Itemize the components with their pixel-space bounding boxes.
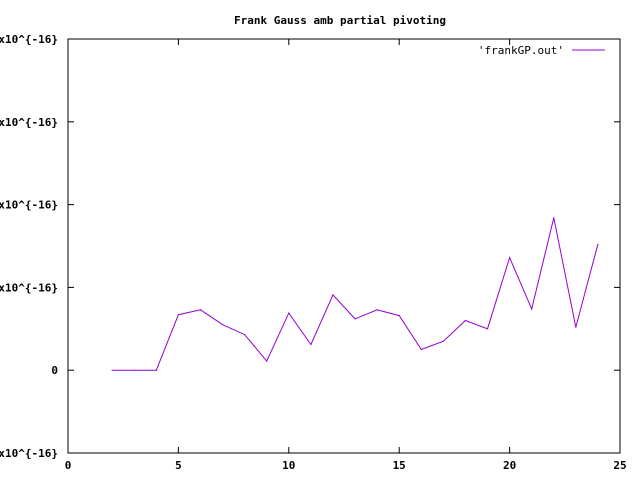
data-point bbox=[464, 319, 467, 322]
data-point bbox=[177, 314, 179, 316]
y-tick-label: x10^{-16} bbox=[0, 116, 58, 129]
data-point bbox=[244, 333, 246, 336]
x-tick-label: 20 bbox=[503, 459, 516, 472]
y-axis: x10^{-16} 0 x10^{-16} x10^{-16} x10^{-16} x10… bbox=[0, 33, 620, 460]
chart-title: Frank Gauss amb partial pivoting bbox=[234, 14, 446, 27]
data-point bbox=[486, 328, 489, 330]
data-point bbox=[442, 340, 444, 342]
data-point bbox=[155, 369, 157, 371]
data-point bbox=[376, 309, 378, 311]
y-tick-label: x10^{-16} bbox=[0, 199, 58, 212]
x-tick-label: 10 bbox=[282, 459, 295, 472]
series-layer bbox=[111, 217, 599, 371]
data-point bbox=[221, 324, 224, 326]
data-point bbox=[133, 369, 135, 371]
x-tick-label: 25 bbox=[613, 459, 626, 472]
data-point bbox=[575, 326, 577, 328]
x-tick-label: 0 bbox=[65, 459, 72, 472]
x-tick-label: 5 bbox=[175, 459, 182, 472]
data-point bbox=[332, 294, 334, 296]
data-point bbox=[420, 348, 422, 351]
x-axis: 0 5 10 15 20 25 bbox=[65, 39, 627, 472]
data-point bbox=[354, 318, 356, 320]
data-point bbox=[266, 360, 268, 362]
y-tick-label: x10^{-16} bbox=[0, 33, 58, 46]
series-line bbox=[112, 217, 599, 371]
data-point bbox=[288, 312, 290, 314]
y-tick-label: 0 bbox=[51, 364, 58, 377]
data-point bbox=[398, 314, 400, 317]
legend: 'frankGP.out' bbox=[478, 44, 605, 57]
data-point bbox=[509, 256, 511, 259]
data-point bbox=[111, 369, 113, 371]
legend-label: 'frankGP.out' bbox=[478, 44, 564, 57]
data-point bbox=[597, 243, 599, 245]
data-point bbox=[199, 309, 202, 311]
data-point bbox=[553, 217, 555, 219]
plot-frame bbox=[67, 38, 621, 454]
data-point bbox=[310, 343, 312, 346]
x-tick-label: 15 bbox=[393, 459, 406, 472]
y-tick-label: x10^{-16} bbox=[0, 447, 58, 460]
data-point bbox=[531, 308, 533, 310]
y-tick-label: x10^{-16} bbox=[0, 281, 58, 294]
